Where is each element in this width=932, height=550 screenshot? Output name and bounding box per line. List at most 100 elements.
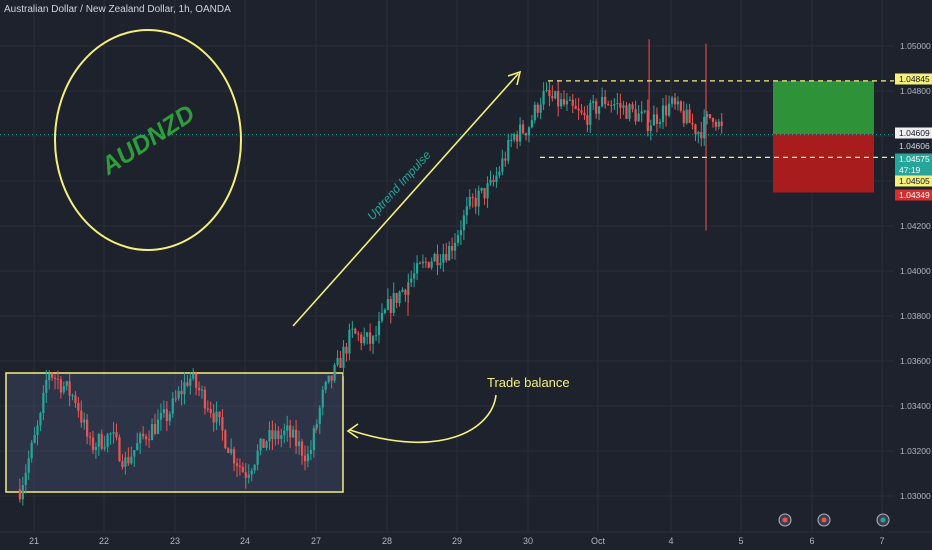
candle (265, 440, 268, 451)
candle (450, 237, 454, 260)
candle (439, 254, 442, 269)
candle (112, 422, 115, 444)
candle (209, 401, 212, 418)
candle (539, 97, 542, 120)
candle (664, 95, 668, 127)
candle (230, 438, 233, 456)
candle (124, 451, 127, 475)
candle (256, 444, 259, 471)
candle (448, 241, 451, 261)
candle (180, 379, 183, 406)
candle (97, 432, 100, 456)
stop-loss-zone[interactable] (773, 133, 874, 193)
candle (625, 102, 628, 120)
event-flag-icon[interactable] (817, 513, 831, 527)
time-scale[interactable] (0, 532, 932, 550)
candle (297, 430, 301, 455)
candle (471, 193, 474, 208)
candle (195, 371, 198, 396)
price-scale[interactable] (894, 0, 932, 532)
time-tick-label: 30 (523, 536, 533, 546)
candle (542, 82, 545, 111)
candle (613, 97, 616, 111)
candle (283, 423, 286, 444)
candle (679, 100, 682, 113)
balance-arrow-head (346, 423, 359, 439)
candle (289, 419, 292, 449)
candle (139, 431, 142, 454)
price-tag: 1.04505 (895, 175, 932, 187)
candle (456, 230, 460, 247)
candle (711, 117, 715, 128)
event-flag-icon[interactable] (876, 513, 890, 527)
candle (562, 90, 566, 107)
candle (18, 478, 21, 503)
candle (159, 403, 163, 431)
candle (295, 419, 298, 455)
logo-circle (54, 29, 242, 251)
candle (554, 90, 557, 100)
candle (673, 92, 677, 110)
candle (309, 440, 313, 461)
price-tag: 1.04606 (895, 140, 932, 152)
candle (45, 369, 48, 404)
candle (557, 81, 560, 117)
time-scale-ticks: 21 22 23 24 27 28 29 30 Oct 4 5 6 7 (29, 536, 885, 546)
candle (655, 107, 659, 133)
candle (691, 113, 694, 130)
candle (363, 327, 366, 346)
candle (401, 287, 404, 293)
candle (192, 368, 195, 381)
time-tick-label: 29 (452, 536, 462, 546)
candle (342, 340, 345, 377)
grid (0, 0, 894, 532)
candle (42, 385, 45, 421)
candle (445, 242, 448, 263)
time-tick-label: 28 (382, 536, 392, 546)
candle (238, 458, 242, 476)
candle (548, 81, 551, 107)
svg-text:1.04609: 1.04609 (899, 128, 930, 138)
time-tick-label: 5 (738, 536, 743, 546)
candle (360, 332, 363, 351)
candle (88, 432, 92, 446)
candle (106, 432, 109, 453)
candle (262, 438, 265, 448)
impulse-arrow-head (507, 70, 522, 86)
candle (507, 133, 510, 165)
logo-text: AUDNZD (95, 100, 200, 182)
candle (436, 244, 439, 276)
candle (91, 430, 95, 454)
candle (86, 413, 89, 445)
candle (495, 167, 498, 188)
candle (118, 434, 121, 462)
candle (616, 92, 619, 115)
candle (153, 413, 157, 436)
candle (183, 372, 186, 405)
candle (631, 101, 634, 113)
candle (77, 397, 80, 418)
candle (589, 99, 592, 134)
price-tag: 1.04575 (895, 153, 932, 165)
price-tags: 1.04845 1.04609 1.04606 1.0457547:191.04505… (895, 73, 932, 201)
svg-text:1.04845: 1.04845 (899, 74, 930, 84)
candle (168, 411, 171, 426)
candle (661, 97, 665, 130)
candle (235, 458, 239, 478)
price-tick-label: 1.03200 (900, 446, 931, 456)
take-profit-zone[interactable] (773, 80, 874, 134)
candle (545, 82, 548, 93)
candle (142, 426, 145, 440)
candle (369, 323, 372, 352)
price-tick-label: 1.04200 (900, 221, 931, 231)
candle (227, 447, 230, 454)
candle (56, 370, 60, 390)
event-flag-icon[interactable] (778, 513, 792, 527)
candle (586, 105, 589, 133)
candle (646, 99, 649, 137)
price-tag: 47:19 (895, 164, 932, 176)
candle (492, 174, 495, 187)
candle (489, 170, 492, 186)
candle (336, 350, 339, 367)
